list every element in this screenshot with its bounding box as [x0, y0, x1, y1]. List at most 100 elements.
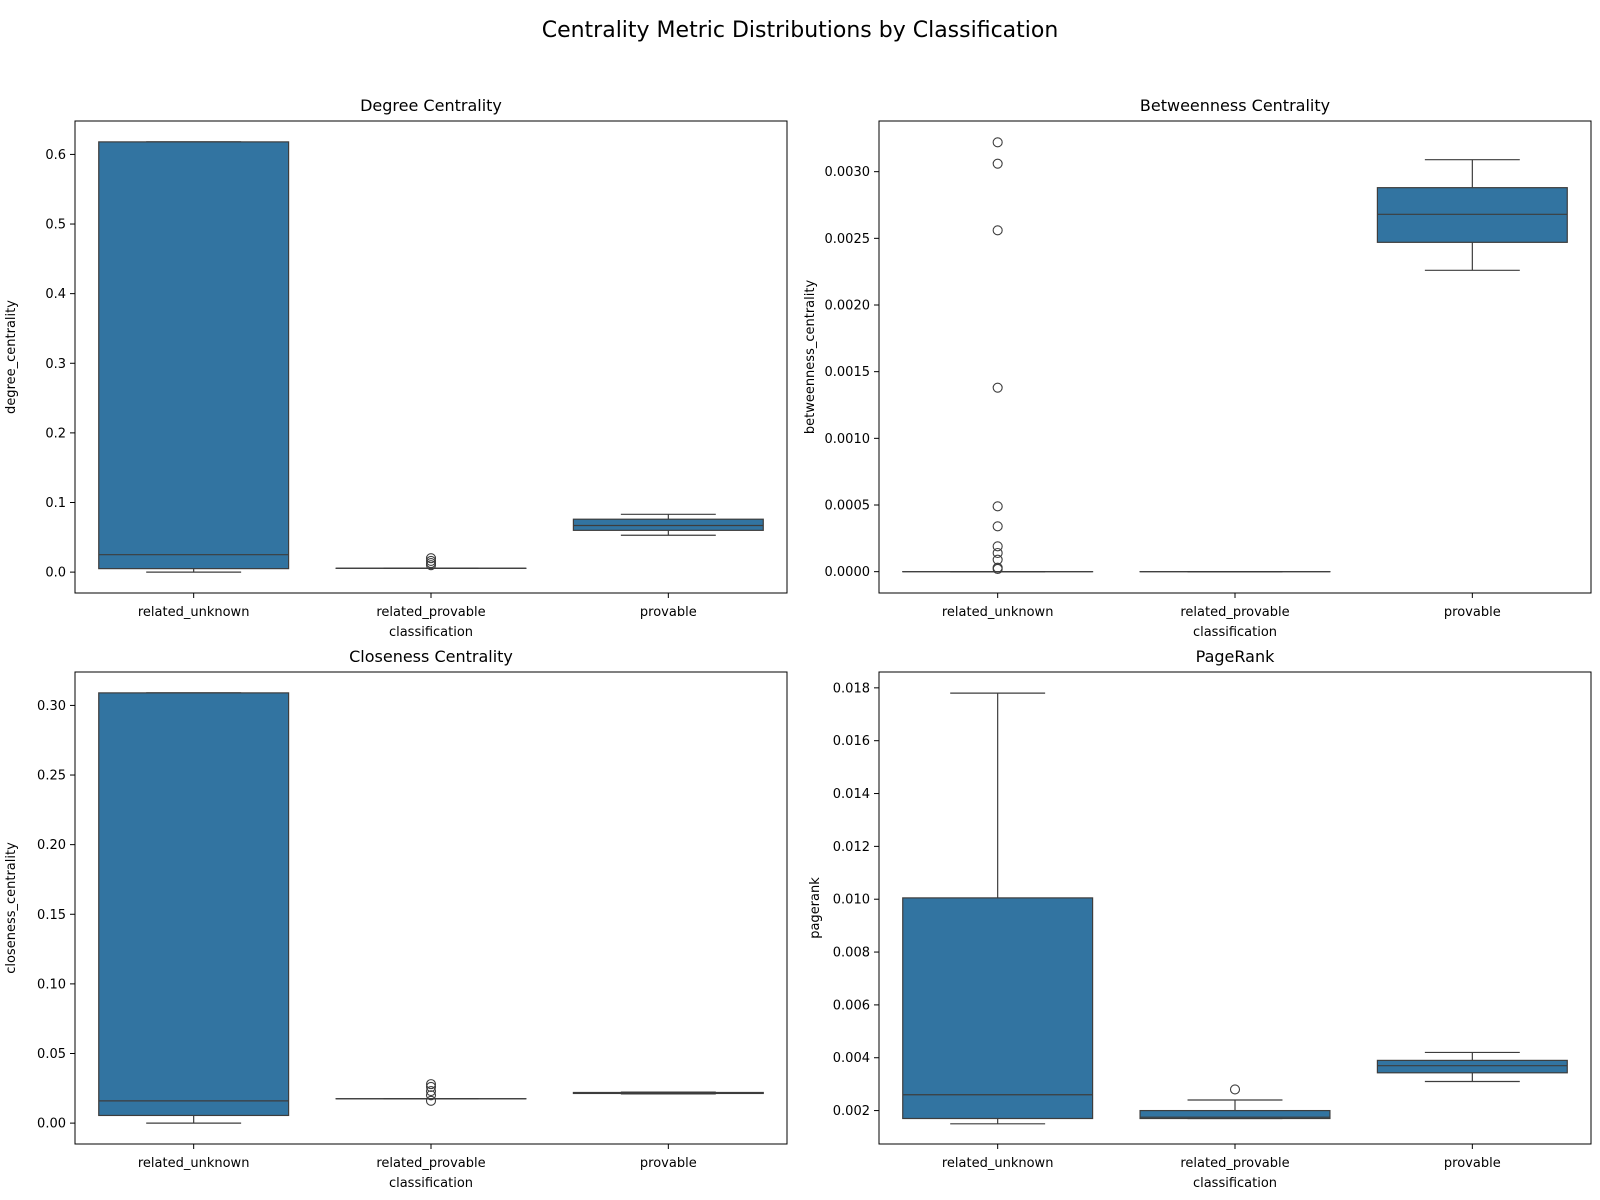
y-tick-label: 0.014	[833, 787, 870, 802]
outlier-point	[425, 1081, 437, 1092]
y-tick-label: 0.0015	[825, 365, 871, 380]
iqr-box	[98, 141, 290, 570]
y-tick-label: 0.0030	[825, 165, 871, 180]
panel-closeness-centrality: Closeness Centrality 0.00 0.05 0.10 0.15 0.20…	[4, 647, 788, 1191]
y-tick-label: 0.010	[833, 893, 870, 908]
y-tick-label: 0.018	[833, 681, 870, 696]
panel-pagerank: PageRank 0.002 0.004 0.006 0.008 0.010 0.012 0.…	[808, 647, 1592, 1191]
outlier-point	[425, 1095, 437, 1106]
y-tick-label: 0.1	[45, 496, 66, 511]
x-axis-label: classification	[1193, 1176, 1277, 1191]
x-tick-label: related_unknown	[942, 605, 1054, 620]
box-related_unknown	[902, 692, 1094, 1125]
y-axis-label: degree_centrality	[4, 300, 19, 414]
box-related_provable	[335, 553, 527, 571]
axes-frame	[878, 120, 1592, 594]
x-tick-label: provable	[1444, 605, 1501, 620]
panel-title: Degree Centrality	[360, 96, 502, 115]
y-tick-label: 0.016	[833, 734, 870, 749]
outlier-point	[992, 547, 1003, 559]
x-tick-label: provable	[640, 1156, 697, 1171]
x-tick-label: related_unknown	[138, 605, 250, 620]
x-tick-label: provable	[640, 605, 697, 620]
y-tick-label: 0.00	[37, 1117, 66, 1132]
panel-title: Betweenness Centrality	[1140, 96, 1330, 115]
y-tick-label: 0.008	[833, 946, 870, 961]
outlier-point	[992, 554, 1003, 565]
y-tick-label: 0.0	[45, 566, 66, 581]
outlier-point	[425, 1086, 437, 1097]
y-tick-label: 0.10	[37, 977, 66, 992]
x-axis-label: classification	[389, 625, 473, 640]
panel-title: Closeness Centrality	[349, 647, 513, 666]
iqr-box	[1139, 1109, 1331, 1120]
x-axis-label: classification	[389, 1176, 473, 1191]
outlier-point	[425, 553, 437, 564]
y-tick-label: 0.15	[37, 908, 66, 923]
box-provable	[572, 1091, 764, 1095]
x-tick-label: related_provable	[376, 1156, 485, 1171]
y-tick-label: 0.004	[833, 1051, 870, 1066]
iqr-box	[1376, 1059, 1568, 1074]
outlier-point	[992, 521, 1003, 532]
box-provable	[1376, 1051, 1568, 1083]
outlier-point	[992, 501, 1003, 512]
axes-frame	[74, 120, 788, 594]
outlier-point	[425, 555, 437, 567]
iqr-box	[1376, 187, 1568, 243]
box-provable	[1376, 159, 1568, 271]
panel-betweenness-centrality: Betweenness Centrality 0.0000 0.0005 0.0010…	[803, 96, 1592, 640]
iqr-box	[902, 897, 1094, 1120]
y-axis-label: closeness_centrality	[4, 842, 19, 974]
y-tick-label: 0.20	[37, 838, 66, 853]
x-tick-label: related_unknown	[942, 1156, 1054, 1171]
y-tick-label: 0.0005	[825, 499, 871, 514]
y-tick-label: 0.3	[45, 357, 66, 372]
axes-frame	[878, 671, 1592, 1145]
iqr-box	[572, 518, 764, 531]
box-provable	[572, 513, 764, 536]
y-tick-label: 0.30	[37, 699, 66, 714]
box-related_provable	[1139, 1084, 1331, 1120]
box-related_provable	[335, 1079, 527, 1106]
y-tick-label: 0.0025	[825, 232, 871, 247]
iqr-box	[98, 692, 290, 1117]
box-related_unknown	[98, 141, 290, 573]
outlier-point	[992, 382, 1003, 393]
y-tick-label: 0.5	[45, 218, 66, 233]
outlier-point	[992, 562, 1003, 573]
x-tick-label: related_provable	[1180, 1156, 1289, 1171]
y-tick-label: 0.006	[833, 998, 870, 1013]
x-axis-label: classification	[1193, 625, 1277, 640]
y-axis-label: betweenness_centrality	[803, 280, 818, 435]
y-tick-label: 0.05	[37, 1047, 66, 1062]
y-tick-label: 0.0020	[825, 299, 871, 314]
y-tick-label: 0.6	[45, 148, 66, 163]
panel-title: PageRank	[1196, 647, 1275, 666]
y-tick-label: 0.25	[37, 769, 66, 784]
axes-frame	[74, 671, 788, 1145]
x-tick-label: related_unknown	[138, 1156, 250, 1171]
x-tick-label: provable	[1444, 1156, 1501, 1171]
box-related_unknown	[902, 137, 1094, 575]
x-tick-label: related_provable	[1180, 605, 1289, 620]
figure-title: Centrality Metric Distributions by Class…	[541, 18, 1059, 43]
panel-degree-centrality: Degree Centrality 0.0 0.1 0.2 0.3 0.4 0.5 0.6 re…	[4, 96, 788, 640]
box-related_unknown	[98, 692, 290, 1124]
outlier-point	[425, 1090, 437, 1101]
x-tick-label: related_provable	[376, 605, 485, 620]
y-axis-label: pagerank	[808, 877, 823, 939]
y-tick-label: 0.002	[833, 1104, 870, 1119]
outlier-point	[425, 1079, 437, 1090]
outlier-point	[992, 137, 1003, 148]
y-tick-label: 0.0000	[825, 565, 871, 580]
y-tick-label: 0.2	[45, 426, 66, 441]
outlier-point	[1229, 1084, 1241, 1095]
y-tick-label: 0.4	[45, 287, 66, 302]
y-tick-label: 0.012	[833, 840, 870, 855]
y-tick-label: 0.0010	[825, 432, 871, 447]
outlier-point	[992, 541, 1003, 552]
outlier-point	[992, 225, 1003, 236]
outlier-point	[992, 158, 1003, 169]
